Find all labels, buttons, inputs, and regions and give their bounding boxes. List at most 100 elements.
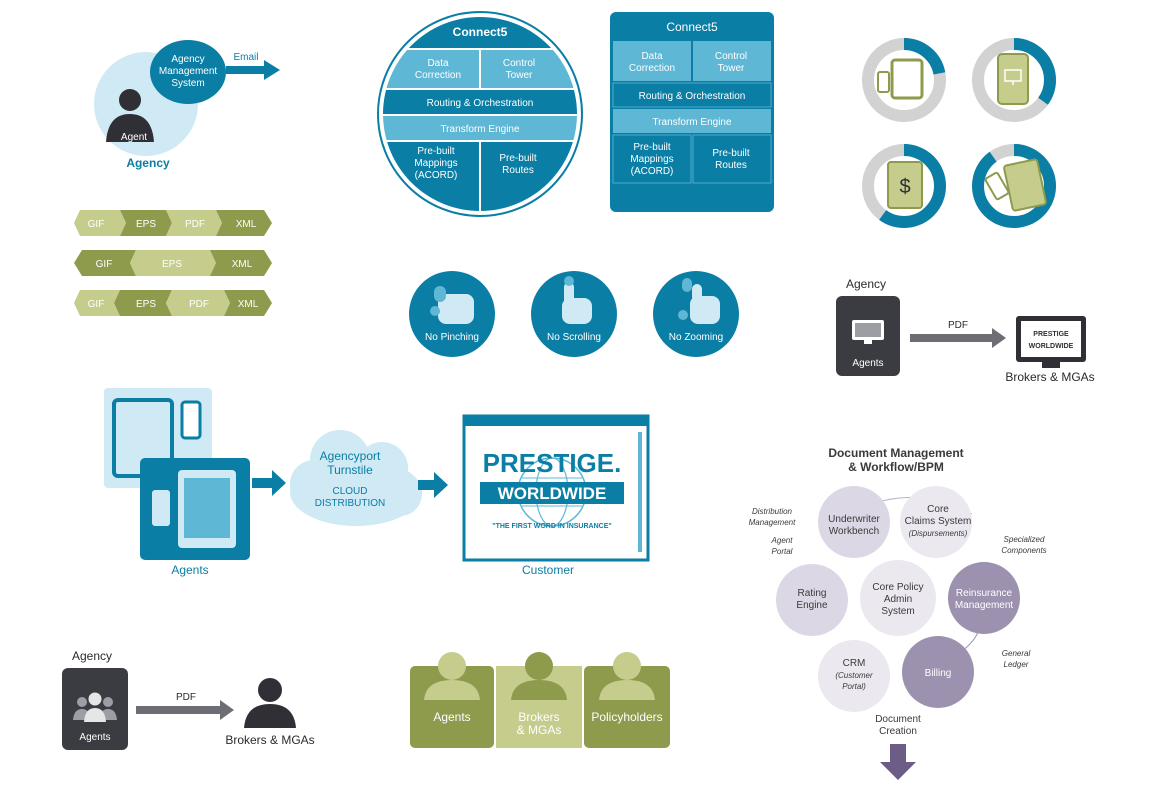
front-tablet-screen: [184, 478, 230, 538]
format-row-1: GIF EPS PDF XML: [74, 210, 272, 236]
cloud-icon: [290, 430, 422, 526]
c5r-map-2: Mappings: [414, 158, 457, 169]
row3-xml: XML: [238, 299, 259, 310]
worldwide-band: [480, 482, 624, 504]
row2-gif: GIF: [96, 259, 113, 270]
customer-window-titlebar: [464, 416, 648, 426]
c5r-map-1: Pre-built: [417, 146, 454, 157]
policyholder-silhouette-icon: [599, 652, 655, 700]
c5s-routing: Routing & Orchestration: [639, 91, 746, 102]
ams-line3: System: [171, 78, 204, 89]
phone-monitor-icon: [997, 53, 1029, 105]
xml-chevron: [216, 210, 272, 236]
bottom-pdf-arrow: [136, 700, 234, 720]
agency-pdf-top: Agency Agents PDF PRESTIGE WORLDWIDE Bro…: [836, 274, 1104, 386]
crm-3: Portal): [842, 682, 866, 691]
cloud-line4: DISTRIBUTION: [315, 498, 386, 509]
audience-brokers-label-2: & MGAs: [517, 723, 562, 737]
rating-2: Engine: [796, 600, 828, 611]
connect5-square: Connect5 Data Correction Control Tower R…: [610, 12, 774, 212]
c5s-routes-2: Routes: [715, 160, 747, 171]
phone-tablet-icon: [984, 158, 1047, 212]
cloud-line2: Turnstile: [327, 463, 373, 477]
device-ring-4-fill: [972, 144, 1056, 228]
doc-creation-arrow: [880, 744, 916, 780]
c5s-routes-cell: [692, 134, 772, 184]
agency-pdf-top-graphic: Agency Agents PDF PRESTIGE WORLDWIDE Bro…: [836, 277, 1095, 384]
c5r-title: Connect5: [453, 25, 508, 39]
c5s-routes-1: Pre-built: [712, 148, 749, 159]
core-policy-node: [860, 560, 936, 636]
cloud-flow-graphic: Agents Agencyport Turnstile CLOUD DISTRI…: [104, 388, 650, 577]
claims-1: Core: [927, 504, 949, 515]
c5r-routing: Routing & Orchestration: [427, 98, 534, 109]
no-zooming-label: No Zooming: [669, 332, 723, 343]
eps-chevron: [114, 290, 172, 316]
rating-node: [776, 564, 848, 636]
c5r-transform-band: [383, 116, 577, 140]
zoom-hand-icon: [678, 278, 720, 324]
reins-2: Management: [955, 600, 1014, 611]
specialized-1: Specialized: [1004, 535, 1045, 544]
to-customer-arrow: [418, 472, 448, 498]
customer-window-scrollbar[interactable]: [638, 432, 642, 552]
pdf-chevron: [166, 290, 230, 316]
claims-3: (Dispursements): [909, 529, 968, 538]
ams-line2: Management: [159, 66, 218, 77]
no-pinching-label: No Pinching: [425, 332, 479, 343]
c5s-map-3: (ACORD): [631, 166, 674, 177]
format-row-2: GIF EPS XML: [74, 250, 272, 276]
format-arrows: GIF EPS PDF XML GIF EPS XML GIF EPS PDF …: [74, 208, 274, 320]
to-cloud-arrow: [252, 470, 286, 496]
customer-logo-top: PRESTIGE.: [483, 448, 622, 478]
policy-1: Core Policy: [872, 582, 923, 593]
c5s-map-2: Mappings: [630, 154, 673, 165]
crm-node: [818, 640, 890, 712]
policy-2: Admin: [884, 594, 912, 605]
c5r-transform: Transform Engine: [440, 124, 520, 135]
svg-text:$: $: [899, 176, 910, 198]
c5s-mappings-cell: [612, 134, 692, 184]
audience-brokers-label: Brokers: [518, 710, 559, 724]
bottom-brokers-label: Brokers & MGAs: [225, 733, 314, 747]
c5r-map-3: (ACORD): [415, 170, 458, 181]
c5s-transform: Transform Engine: [652, 117, 732, 128]
c5s-control-tower-cell: [693, 41, 771, 81]
c5s-transform-band: [613, 109, 771, 133]
claims-2: Claims System: [905, 516, 972, 527]
row1-eps: EPS: [136, 219, 156, 230]
billing-label: Billing: [925, 668, 952, 679]
row1-gif: GIF: [88, 219, 105, 230]
c5s-routing-band: [612, 82, 772, 108]
rating-1: Rating: [798, 588, 827, 599]
row3-gif: GIF: [88, 299, 105, 310]
connect5-round: Connect5 Data Correction Control Tower R…: [376, 10, 584, 218]
c5s-dc-2: Correction: [629, 63, 675, 74]
uw-2: Workbench: [829, 526, 879, 537]
top-agency-title: Agency: [846, 277, 886, 291]
agency-pdf-bottom: Agency Agents PDF Brokers & MGAs: [62, 648, 332, 752]
no-pinching-gesture: No Pinching: [409, 271, 495, 357]
c5r-routes-1: Pre-built: [499, 153, 536, 164]
group-people-icon: [73, 692, 117, 722]
device-ring-3: [862, 144, 946, 228]
front-phone-icon: [152, 490, 170, 526]
reinsurance-node: [948, 562, 1020, 634]
top-brokers-label: Brokers & MGAs: [1005, 370, 1094, 384]
c5s-ct-2: Tower: [718, 63, 745, 74]
doc-title-1: Document Management: [828, 446, 963, 460]
dist-mgmt-2: Management: [749, 518, 796, 527]
reins-1: Reinsurance: [956, 588, 1013, 599]
audience-panels: Agents Brokers & MGAs Policyholders: [410, 652, 670, 750]
billing-node: [902, 636, 974, 708]
device-ring-4: [972, 144, 1056, 228]
doc-creation-2: Creation: [879, 726, 917, 737]
bottom-agents-label: Agents: [79, 732, 110, 743]
row2-xml: XML: [232, 259, 253, 270]
no-zooming-gesture: No Zooming: [653, 271, 739, 357]
gif-chevron: [74, 290, 120, 316]
doc-creation-1: Document: [875, 714, 921, 725]
tablet-phone-icon: [877, 58, 924, 100]
c5r-dc-2: Correction: [415, 70, 461, 81]
row1-pdf: PDF: [185, 219, 205, 230]
